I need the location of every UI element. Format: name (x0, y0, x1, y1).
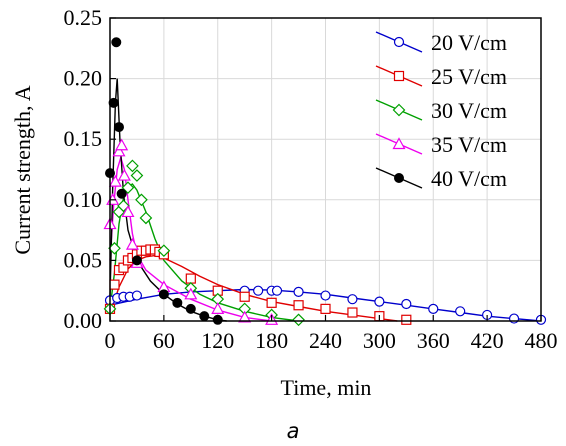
data-point-diamond (135, 193, 148, 207)
data-point-circle (393, 36, 405, 48)
data-point-filled-circle (111, 37, 122, 48)
data-point-triangle (108, 174, 122, 187)
data-point-diamond (108, 241, 121, 255)
data-point-diamond (126, 159, 139, 173)
figure-caption: a (287, 419, 300, 443)
data-point-square (239, 291, 250, 302)
data-point-circle (347, 294, 358, 305)
y-tick-label: 0.15 (64, 126, 103, 151)
data-point-filled-circle (113, 122, 124, 133)
data-point-triangle (211, 302, 225, 314)
data-point-square (266, 297, 277, 308)
x-tick-label: 180 (255, 328, 288, 353)
data-point-diamond (139, 211, 153, 225)
data-point-circle (253, 285, 264, 296)
data-point-diamond (130, 169, 144, 182)
data-point-circle (131, 290, 143, 301)
data-point-triangle (117, 168, 131, 181)
data-point-filled-circle (131, 255, 142, 266)
data-point-circle (401, 298, 412, 310)
data-point-circle (293, 286, 304, 298)
y-tick-label: 0.25 (64, 5, 103, 30)
data-point-filled-circle (185, 303, 196, 314)
data-point-filled-circle (116, 188, 127, 199)
data-point-triangle (184, 287, 198, 300)
data-point-triangle (125, 237, 139, 250)
data-point-circle (320, 290, 331, 301)
data-point-diamond (157, 244, 171, 258)
x-tick-label: 360 (417, 328, 450, 353)
x-tick-label: 120 (201, 328, 234, 353)
data-point-square (185, 273, 196, 284)
data-point-circle (271, 285, 283, 296)
legend: 20 V/cm 25 V/cm 30 V/cm 35 V/cm 40 V/cm (375, 30, 507, 191)
data-point-filled-circle (172, 297, 183, 308)
y-tick-label: 0.05 (64, 247, 103, 272)
legend-label: 35 V/cm (431, 132, 507, 157)
data-point-square (109, 279, 120, 290)
data-point-square (401, 314, 412, 325)
data-point-circle (455, 306, 466, 317)
data-point-filled-circle (199, 311, 210, 322)
data-point-filled-circle (108, 97, 119, 108)
data-point-circle (374, 296, 385, 307)
data-point-triangle (112, 144, 126, 157)
data-point-diamond (392, 103, 406, 117)
legend-label: 40 V/cm (431, 166, 507, 191)
data-point-filled-circle (394, 173, 404, 183)
data-point-filled-circle (158, 289, 169, 300)
x-tick-label: 60 (153, 328, 175, 353)
legend-label: 20 V/cm (431, 30, 507, 55)
x-tick-label: 300 (363, 328, 396, 353)
data-point-square (320, 303, 331, 314)
y-ticks: 0.00 0.05 0.10 0.15 0.20 0.25 (64, 5, 116, 333)
data-point-triangle (238, 310, 252, 323)
y-axis-label: Current strength, A (10, 85, 35, 254)
data-point-square (393, 70, 405, 82)
data-point-circle (428, 303, 439, 314)
x-tick-label: 0 (105, 328, 116, 353)
x-tick-label: 480 (525, 328, 558, 353)
data-point-triangle (392, 137, 406, 150)
y-tick-label: 0.10 (64, 187, 103, 212)
data-point-diamond (292, 313, 305, 327)
data-point-square (347, 307, 358, 318)
data-point-triangle (121, 205, 135, 218)
x-tick-label: 240 (309, 328, 342, 353)
x-tick-label: 420 (471, 328, 504, 353)
data-point-triangle (115, 138, 129, 151)
data-point-square (293, 300, 304, 311)
y-tick-label: 0.20 (64, 66, 103, 91)
legend-label: 30 V/cm (431, 98, 507, 123)
x-ticks: 0 60 120 180 240 300 360 420 480 (105, 315, 558, 353)
legend-label: 25 V/cm (431, 64, 507, 89)
x-axis-label: Time, min (281, 375, 372, 400)
y-tick-label: 0.00 (64, 308, 103, 333)
